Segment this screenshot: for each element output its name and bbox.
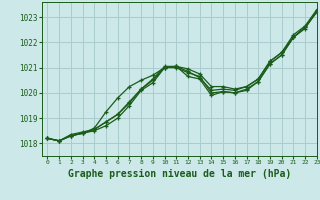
X-axis label: Graphe pression niveau de la mer (hPa): Graphe pression niveau de la mer (hPa) xyxy=(68,169,291,179)
